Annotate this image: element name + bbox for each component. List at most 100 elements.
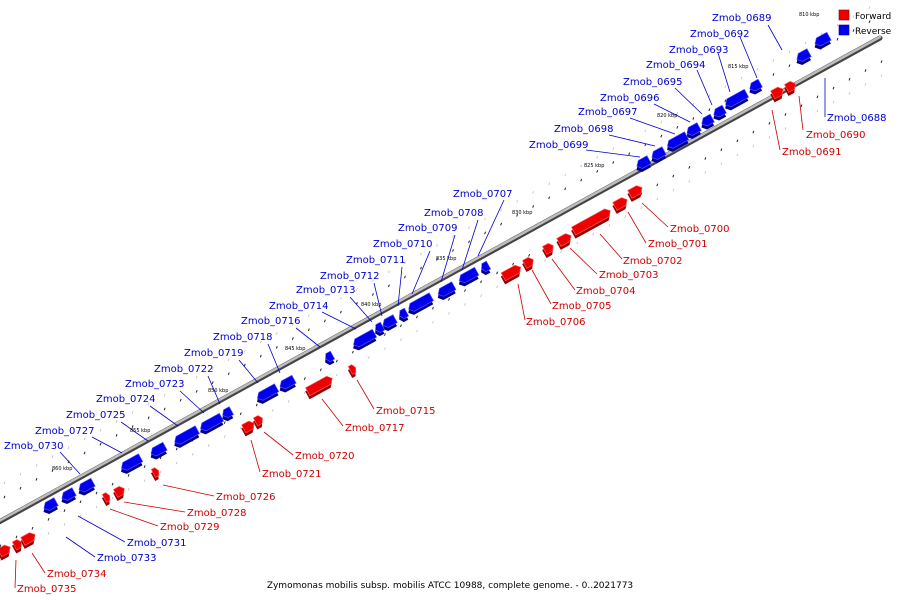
gene-glyph[interactable] (811, 31, 833, 51)
gene-glyph[interactable] (626, 184, 646, 202)
gene-label-zmob-0701[interactable]: Zmob_0701 (648, 239, 708, 250)
gene-label-zmob-0705[interactable]: Zmob_0705 (552, 301, 612, 312)
gene-label-zmob-0707[interactable]: Zmob_0707 (453, 189, 513, 200)
gene-label-zmob-0711[interactable]: Zmob_0711 (346, 255, 406, 266)
gene-glyph[interactable] (521, 256, 537, 272)
gene-label-zmob-0689[interactable]: Zmob_0689 (712, 13, 772, 24)
gene-glyph[interactable] (541, 242, 557, 258)
gene-glyph[interactable] (58, 487, 78, 506)
gene-glyph[interactable] (769, 85, 787, 103)
gene-label-zmob-0735[interactable]: Zmob_0735 (17, 584, 77, 595)
gene-glyph[interactable] (478, 260, 493, 276)
gene-label-zmob-0714[interactable]: Zmob_0714 (269, 301, 329, 312)
gene-label-zmob-0692[interactable]: Zmob_0692 (690, 29, 750, 40)
gene-label-zmob-0708[interactable]: Zmob_0708 (424, 208, 484, 219)
gene-label-zmob-0720[interactable]: Zmob_0720 (295, 451, 355, 462)
gene-glyph[interactable] (746, 78, 764, 96)
gene-label-zmob-0715[interactable]: Zmob_0715 (376, 406, 436, 417)
gene-glyph[interactable] (683, 122, 703, 141)
gene-label-zmob-0730[interactable]: Zmob_0730 (4, 441, 64, 452)
gene-glyph[interactable] (322, 350, 337, 366)
gene-label-zmob-0733[interactable]: Zmob_0733 (97, 553, 157, 564)
gene-label-zmob-0693[interactable]: Zmob_0693 (669, 45, 729, 56)
gene-label-zmob-0702[interactable]: Zmob_0702 (623, 256, 683, 267)
gene-label-zmob-0703[interactable]: Zmob_0703 (599, 270, 659, 281)
gene-glyph[interactable] (396, 307, 411, 323)
gene-glyph[interactable] (434, 281, 457, 302)
gene-label-zmob-0691[interactable]: Zmob_0691 (782, 147, 842, 158)
gene-glyph[interactable] (219, 406, 235, 423)
gene-glyph[interactable] (11, 538, 26, 554)
minor-tick (3, 495, 6, 499)
gene-label-zmob-0710[interactable]: Zmob_0710 (373, 239, 433, 250)
gene-glyph[interactable] (455, 266, 480, 288)
gene-glyph[interactable] (346, 364, 359, 378)
gene-glyph[interactable] (0, 543, 14, 561)
gene-glyph[interactable] (304, 374, 336, 400)
gene-label-zmob-0698[interactable]: Zmob_0698 (554, 124, 614, 135)
gene-glyph[interactable] (252, 414, 267, 430)
minor-tick (528, 253, 531, 257)
gene-glyph[interactable] (499, 263, 524, 285)
gene-label-zmob-0724[interactable]: Zmob_0724 (96, 394, 156, 405)
gene-label-zmob-0697[interactable]: Zmob_0697 (578, 107, 638, 118)
gene-label-zmob-0718[interactable]: Zmob_0718 (213, 332, 273, 343)
gene-label-zmob-0716[interactable]: Zmob_0716 (241, 316, 301, 327)
gene-label-zmob-0734[interactable]: Zmob_0734 (47, 569, 107, 580)
gene-label-zmob-0695[interactable]: Zmob_0695 (623, 77, 683, 88)
gene-glyph[interactable] (147, 441, 169, 461)
gene-label-zmob-0706[interactable]: Zmob_0706 (526, 317, 586, 328)
gene-glyph[interactable] (40, 497, 60, 516)
gene-glyph[interactable] (149, 467, 162, 481)
gene-glyph[interactable] (171, 425, 201, 450)
gene-label-zmob-0712[interactable]: Zmob_0712 (320, 271, 380, 282)
tick-label-830: 830 kbp (512, 210, 532, 216)
gene-glyph[interactable] (75, 477, 97, 497)
gene-label-zmob-0727[interactable]: Zmob_0727 (35, 426, 95, 437)
minor-tick (596, 155, 599, 159)
gene-glyph[interactable] (783, 80, 799, 96)
gene-glyph[interactable] (112, 485, 128, 501)
gene-label-zmob-0729[interactable]: Zmob_0729 (160, 522, 220, 533)
gene-label-zmob-0700[interactable]: Zmob_0700 (670, 224, 730, 235)
gene-glyph[interactable] (19, 531, 39, 549)
gene-label-zmob-0717[interactable]: Zmob_0717 (345, 423, 405, 434)
gene-label-zmob-0696[interactable]: Zmob_0696 (600, 93, 660, 104)
gene-label-zmob-0725[interactable]: Zmob_0725 (66, 410, 126, 421)
gene-label-zmob-0728[interactable]: Zmob_0728 (187, 508, 247, 519)
gene-glyph[interactable] (663, 131, 690, 154)
gene-glyph[interactable] (253, 383, 280, 406)
gene-glyph[interactable] (793, 48, 813, 67)
gene-label-zmob-0704[interactable]: Zmob_0704 (576, 286, 636, 297)
gene-label-zmob-0726[interactable]: Zmob_0726 (216, 492, 276, 503)
gene-glyph[interactable] (100, 492, 113, 506)
gene-glyph[interactable] (372, 321, 387, 337)
gene-glyph[interactable] (710, 104, 728, 122)
gene-label-zmob-0713[interactable]: Zmob_0713 (296, 285, 356, 296)
gene-label-zmob-0699[interactable]: Zmob_0699 (529, 140, 589, 151)
gene-label-zmob-0723[interactable]: Zmob_0723 (125, 379, 185, 390)
gene-label-zmob-0721[interactable]: Zmob_0721 (262, 469, 322, 480)
gene-glyph[interactable] (276, 374, 298, 394)
gene-glyph[interactable] (240, 419, 258, 437)
gene-glyph[interactable] (197, 412, 226, 436)
gene-glyph[interactable] (633, 155, 653, 174)
gene-label-zmob-0694[interactable]: Zmob_0694 (646, 60, 706, 71)
gene-glyph[interactable] (611, 196, 631, 214)
gene-glyph[interactable] (350, 328, 379, 352)
gene-label-zmob-0722[interactable]: Zmob_0722 (154, 364, 214, 375)
gene-label-zmob-0731[interactable]: Zmob_0731 (127, 538, 187, 549)
gene-glyph[interactable] (722, 88, 751, 112)
gene-glyph[interactable] (405, 292, 435, 317)
gene-label-zmob-0688[interactable]: Zmob_0688 (827, 113, 887, 124)
gene-glyph[interactable] (555, 232, 575, 250)
gene-label-zmob-0719[interactable]: Zmob_0719 (184, 348, 244, 359)
gene-glyph[interactable] (698, 113, 716, 131)
gene-label-zmob-0709[interactable]: Zmob_0709 (398, 223, 458, 234)
gene-glyph[interactable] (570, 207, 614, 239)
minor-tick (388, 284, 390, 288)
gene-label-zmob-0690[interactable]: Zmob_0690 (806, 130, 866, 141)
gene-glyph[interactable] (117, 453, 144, 476)
gene-glyph[interactable] (379, 314, 399, 333)
gene-glyph[interactable] (648, 146, 668, 165)
